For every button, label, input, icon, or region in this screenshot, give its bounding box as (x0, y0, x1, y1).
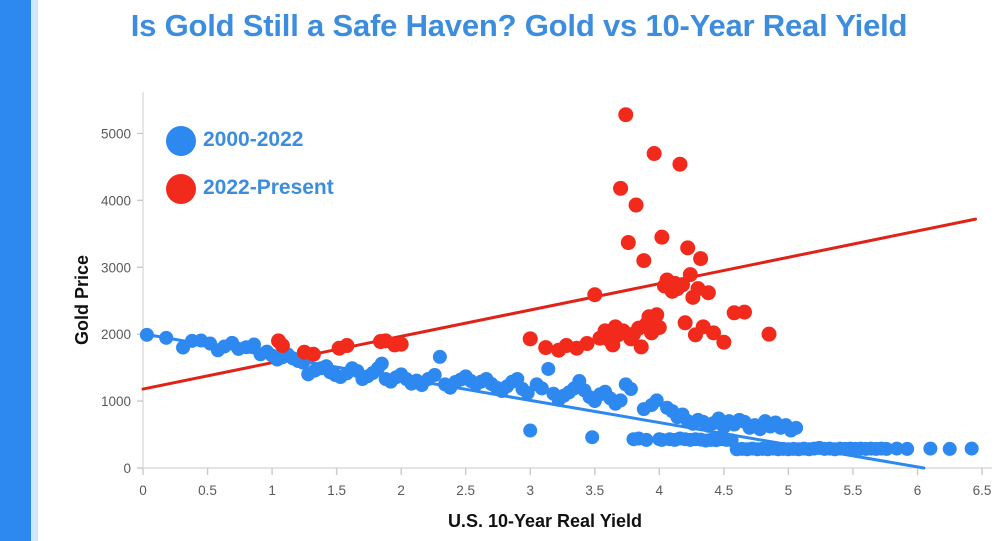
scatter-point (618, 107, 634, 123)
x-tick-label: 3.5 (585, 483, 604, 498)
scatter-point (639, 432, 654, 447)
scatter-point (636, 253, 652, 269)
scatter-point (633, 339, 649, 355)
scatter-point (736, 304, 752, 320)
scatter-point (579, 336, 595, 352)
x-axis-label: U.S. 10-Year Real Yield (448, 511, 642, 531)
scatter-point (693, 251, 709, 267)
scatter-point (879, 441, 894, 456)
y-tick-label: 2000 (101, 327, 131, 342)
scatter-point (587, 287, 603, 303)
x-tick-label: 0.5 (198, 483, 217, 498)
legend-label-2000-2022: 2000-2022 (203, 128, 304, 151)
x-tick-label: 4 (656, 483, 664, 498)
x-tick-label: 5.5 (844, 483, 863, 498)
scatter-point (620, 235, 636, 251)
x-tick-label: 6 (914, 483, 922, 498)
x-tick-label: 2 (397, 483, 405, 498)
x-tick-label: 6.5 (973, 483, 992, 498)
scatter-point (900, 441, 915, 456)
scatter-point (538, 340, 554, 356)
x-tick-label: 3 (526, 483, 534, 498)
scatter-point (274, 338, 290, 354)
x-tick-label: 2.5 (456, 483, 475, 498)
scatter-point (585, 430, 600, 445)
scatter-point (139, 327, 154, 342)
scatter-point (706, 325, 722, 341)
scatter-points-2000-2022 (139, 327, 979, 457)
scatter-point (964, 441, 979, 456)
scatter-point (942, 441, 957, 456)
scatter-point (432, 349, 447, 364)
scatter-point (393, 336, 409, 352)
scatter-point (654, 229, 670, 245)
scatter-point (520, 386, 535, 401)
scatter-point (374, 356, 389, 371)
scatter-point (682, 267, 698, 283)
scatter-point (680, 240, 696, 256)
page-title: Is Gold Still a Safe Haven? Gold vs 10-Y… (130, 8, 908, 43)
scatter-point (761, 326, 777, 342)
legend-label-2022-present: 2022-Present (203, 176, 334, 199)
scatter-point (339, 338, 355, 354)
x-tick-label: 4.5 (714, 483, 733, 498)
x-tick-label: 1 (268, 483, 276, 498)
scatter-point (672, 156, 688, 172)
y-tick-label: 5000 (101, 126, 131, 141)
legend-marker-2000-2022 (166, 126, 196, 156)
y-axis-label: Gold Price (72, 255, 92, 345)
scatter-point (523, 423, 538, 438)
scatter-point (613, 393, 628, 408)
left-accent-bar (0, 0, 31, 541)
scatter-point (677, 315, 693, 331)
scatter-point (651, 319, 667, 335)
scatter-point (716, 334, 732, 350)
y-tick-label: 1000 (101, 394, 131, 409)
scatter-point (628, 197, 644, 213)
scatter-point (700, 285, 716, 301)
scatter-point (649, 307, 665, 323)
x-tick-label: 5 (785, 483, 793, 498)
y-tick-label: 3000 (101, 260, 131, 275)
x-tick-label: 0 (139, 483, 147, 498)
scatter-point (427, 367, 442, 382)
scatter-point (159, 330, 174, 345)
scatter-point (522, 331, 538, 347)
y-tick-label: 0 (123, 461, 131, 476)
scatter-point (789, 420, 804, 435)
scatter-points-2022-present (271, 107, 777, 362)
y-tick-label: 4000 (101, 193, 131, 208)
x-tick-label: 1.5 (327, 483, 346, 498)
scatter-point (541, 361, 556, 376)
scatter-point (649, 393, 664, 408)
scatter-point (534, 381, 549, 396)
scatter-point (646, 146, 662, 162)
scatter-point (305, 346, 321, 362)
scatter-point (623, 382, 638, 397)
left-accent-bar-light (31, 0, 38, 541)
scatter-point (889, 441, 904, 456)
scatter-point (613, 180, 629, 196)
scatter-point (923, 441, 938, 456)
legend-marker-2022-present (166, 174, 196, 204)
axis-tick-labels: 0 1000 2000 3000 4000 5000 0 0.5 1 1.5 2 2.5 3 3.5 4 4.… (101, 126, 991, 498)
